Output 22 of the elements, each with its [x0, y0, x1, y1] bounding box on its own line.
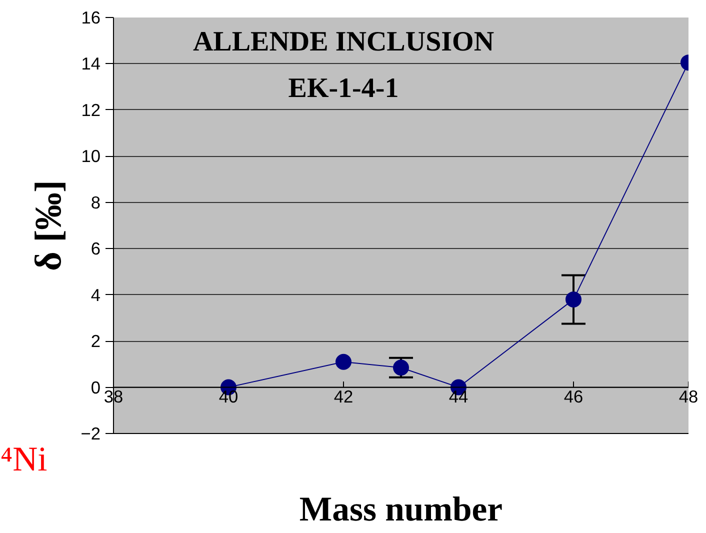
y-tick-label: −2 [80, 424, 101, 444]
x-tick-label: 48 [678, 386, 698, 406]
y-tick-label: 6 [90, 238, 101, 259]
x-tick-label: 46 [564, 386, 584, 406]
x-tick-label: 42 [334, 386, 354, 406]
y-tick-label: 8 [90, 192, 101, 212]
y-axis-title: δ [‰] [28, 180, 70, 271]
x-tick-label: 40 [218, 386, 238, 406]
x-axis-title: Mass number [299, 490, 503, 528]
point [336, 354, 352, 370]
y-tick-label: 14 [81, 54, 101, 74]
y-tick-label: 2 [90, 331, 101, 352]
y-tick-label: 12 [81, 100, 101, 120]
text: ALLENDE INCLUSION EK-1-4-1 [192, 26, 494, 104]
point [566, 291, 582, 308]
point [393, 360, 409, 376]
x-tick-label: 44 [448, 386, 468, 406]
y-tick-label: 16 [81, 8, 101, 28]
y-tick-label: 10 [81, 146, 101, 166]
y-tick-label: 0 [90, 377, 101, 398]
y-tick-label: 4 [90, 284, 101, 305]
text: ⁴Ni [0, 440, 48, 478]
